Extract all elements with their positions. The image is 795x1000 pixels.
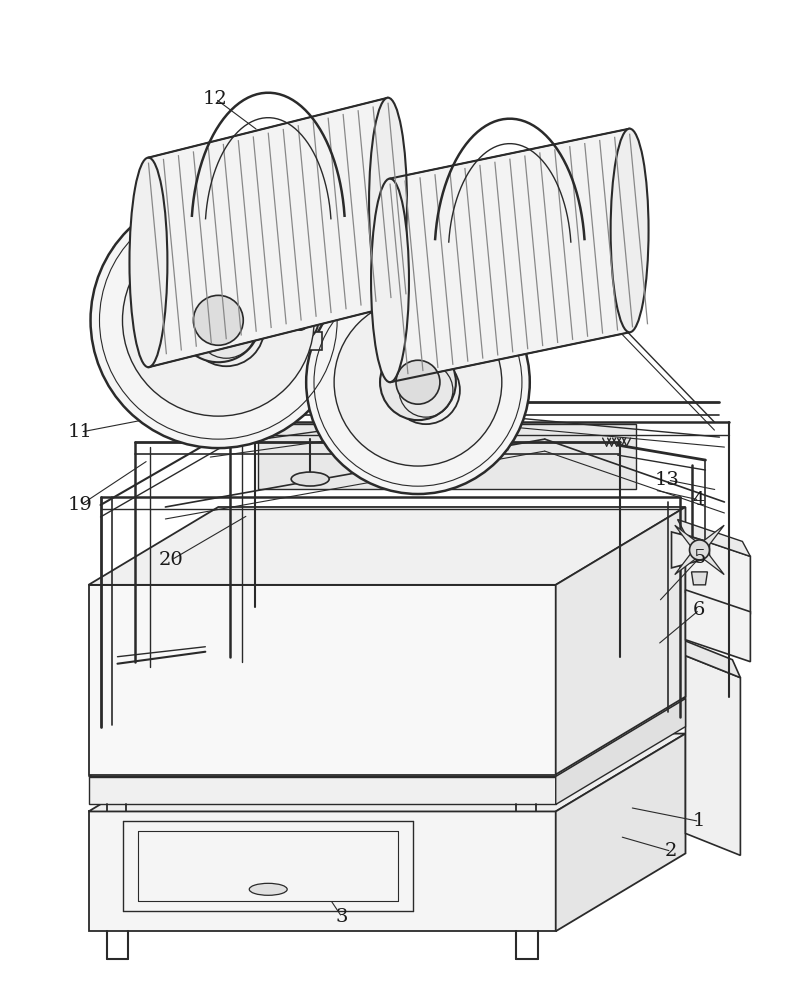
Polygon shape [149, 98, 388, 367]
Text: 13: 13 [655, 471, 680, 489]
Ellipse shape [188, 290, 264, 366]
Polygon shape [685, 534, 750, 614]
Text: 3: 3 [335, 908, 348, 926]
Text: 20: 20 [159, 551, 184, 569]
Ellipse shape [369, 98, 407, 307]
Polygon shape [88, 777, 556, 804]
Polygon shape [685, 656, 740, 855]
Polygon shape [685, 590, 750, 662]
Polygon shape [692, 572, 708, 585]
Polygon shape [700, 550, 724, 575]
Text: 6: 6 [693, 601, 705, 619]
Circle shape [176, 278, 260, 362]
Circle shape [293, 314, 308, 330]
Text: 11: 11 [68, 423, 92, 441]
Polygon shape [700, 525, 724, 550]
Ellipse shape [250, 883, 287, 895]
Polygon shape [677, 638, 740, 678]
Polygon shape [278, 332, 322, 350]
Polygon shape [390, 129, 630, 382]
Polygon shape [556, 699, 685, 804]
Polygon shape [88, 811, 556, 931]
Ellipse shape [130, 158, 168, 367]
Text: 12: 12 [203, 90, 227, 108]
Polygon shape [258, 424, 635, 489]
Polygon shape [677, 519, 750, 556]
Circle shape [689, 540, 709, 560]
Circle shape [334, 298, 502, 466]
Polygon shape [672, 532, 709, 568]
Circle shape [122, 224, 314, 416]
Ellipse shape [611, 129, 649, 332]
Polygon shape [556, 507, 685, 775]
Polygon shape [88, 585, 556, 775]
Text: 2: 2 [665, 842, 677, 860]
Polygon shape [675, 550, 700, 575]
Circle shape [193, 295, 243, 345]
Circle shape [380, 344, 456, 420]
Text: 4: 4 [693, 491, 705, 509]
Circle shape [282, 304, 318, 340]
Polygon shape [556, 734, 685, 931]
Polygon shape [88, 507, 685, 585]
Polygon shape [88, 734, 685, 811]
Text: 1: 1 [693, 812, 705, 830]
Text: 19: 19 [68, 496, 92, 514]
Polygon shape [675, 525, 700, 550]
Circle shape [306, 270, 529, 494]
Ellipse shape [371, 179, 409, 382]
Polygon shape [88, 699, 685, 777]
Ellipse shape [291, 472, 329, 486]
Ellipse shape [392, 356, 460, 424]
Text: 5: 5 [693, 549, 705, 567]
Circle shape [91, 193, 346, 448]
Circle shape [396, 360, 440, 404]
